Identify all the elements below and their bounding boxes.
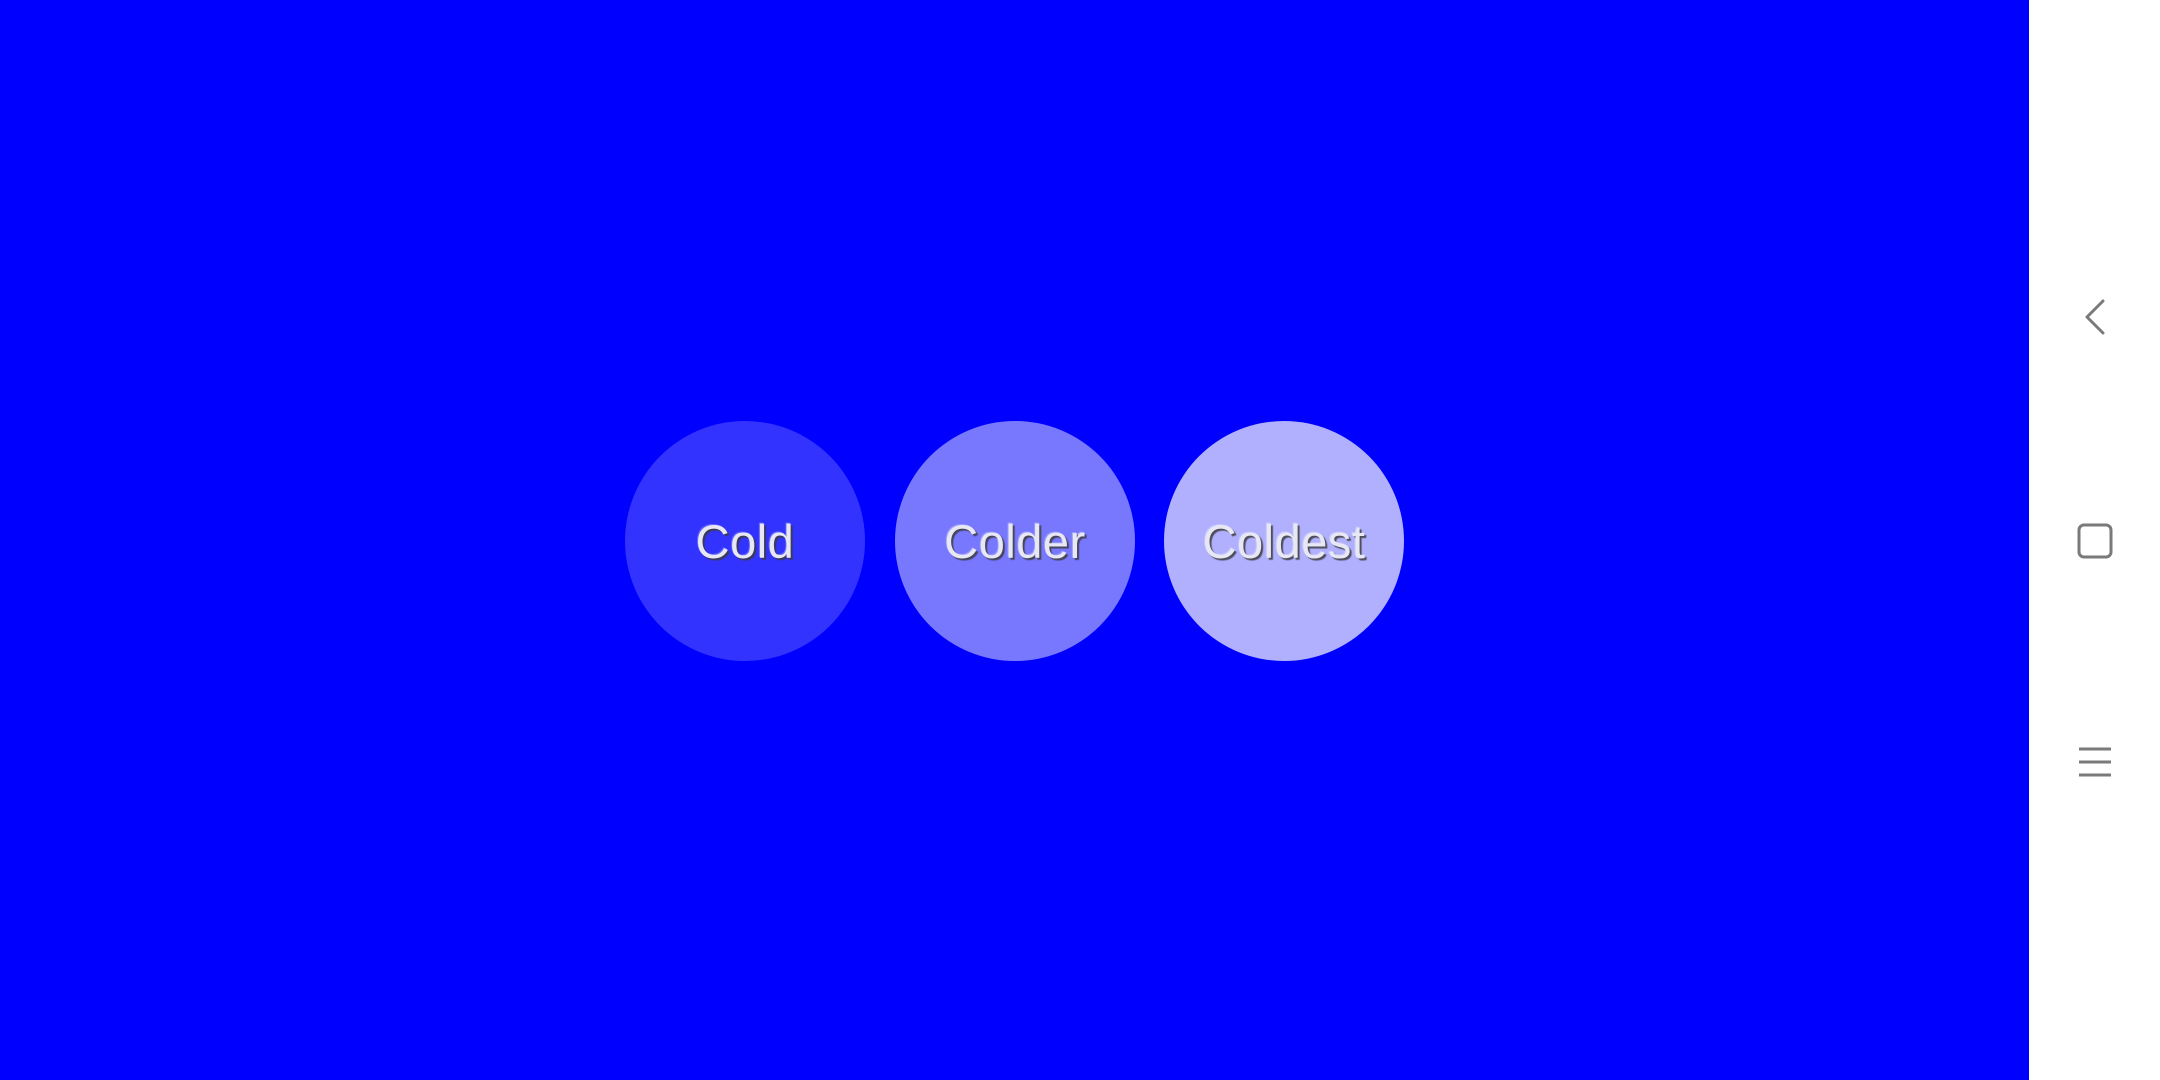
coldest-button[interactable]: Coldest [1164, 421, 1404, 661]
cold-button[interactable]: Cold [625, 421, 865, 661]
app-canvas: Cold Colder Coldest [0, 0, 2029, 1080]
back-button[interactable] [2029, 262, 2160, 372]
cold-label: Cold [695, 514, 795, 568]
home-button[interactable] [2029, 486, 2160, 596]
menu-button[interactable] [2029, 708, 2160, 818]
square-icon [2077, 523, 2112, 559]
chevron-left-icon [2085, 299, 2104, 335]
hamburger-icon [2078, 747, 2111, 777]
colder-label: Colder [944, 514, 1086, 568]
colder-button[interactable]: Colder [895, 421, 1135, 661]
system-navigation-bar [2029, 0, 2160, 1080]
coldest-label: Coldest [1202, 514, 1366, 568]
